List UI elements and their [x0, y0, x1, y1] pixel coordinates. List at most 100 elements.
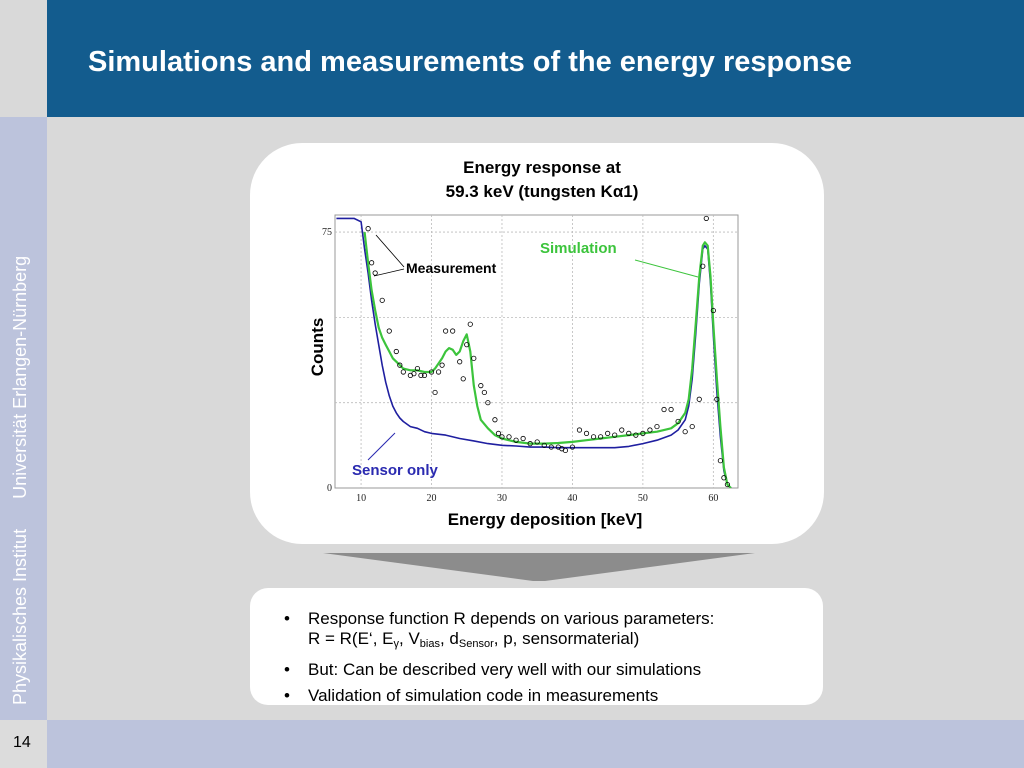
measurement-point [541, 442, 547, 448]
measurement-point [700, 263, 706, 269]
measurement-point [696, 396, 702, 402]
measurement-point [467, 321, 473, 327]
measurement-point [682, 429, 688, 435]
measurement-point [439, 362, 445, 368]
measurement-point [583, 430, 590, 436]
chart-title-line1: Energy response at [463, 158, 621, 177]
measurement-point [724, 481, 731, 488]
measurement-point [481, 389, 487, 396]
measurement-point [640, 430, 646, 436]
measurement-point [418, 372, 424, 378]
measurement-point [534, 439, 540, 445]
measurement-point [703, 215, 709, 222]
formula-sub-gamma: γ [393, 638, 400, 650]
measurement-point [499, 434, 505, 440]
annotation-sensor-only: Sensor only [352, 462, 439, 479]
x-tick-label: 50 [638, 493, 648, 504]
x-axis-label: Energy deposition [keV] [448, 510, 643, 529]
annotation-pointer-measurement [373, 268, 405, 277]
measurement-point [393, 348, 399, 355]
measurement-point [414, 365, 421, 372]
measurement-point [411, 371, 417, 377]
slide-title: Simulations and measurements of the ener… [88, 46, 852, 78]
measurement-point [492, 417, 498, 423]
formula-mid2: , d [439, 629, 459, 648]
measurement-point [365, 226, 371, 232]
chart-title-line2: 59.3 keV (tungsten Kα1) [445, 182, 639, 201]
measurement-point [485, 400, 491, 406]
measurement-point [400, 369, 406, 375]
bullet-text: Validation of simulation code in measure… [308, 686, 659, 705]
measurement-point [576, 427, 583, 433]
measurement-point [619, 427, 625, 433]
measurement-point [457, 359, 463, 365]
annotation-simulation: Simulation [540, 240, 617, 257]
annotation-measurement: Measurement [406, 260, 497, 276]
bullet-list: Response function R depends on various p… [284, 609, 814, 712]
measurement-point [495, 430, 502, 436]
measurement-point [369, 260, 375, 266]
header [0, 0, 1024, 117]
measurement-point [460, 376, 466, 382]
sidebar-university: Universität Erlangen-Nürnberg [10, 255, 30, 499]
y-tick-label: 75 [322, 227, 332, 238]
bullet-text: Response function R depends on various p… [308, 609, 715, 628]
y-tick-label: 0 [327, 483, 332, 494]
measurement-point [569, 444, 576, 450]
annotation-pointer-simulation [634, 259, 699, 278]
annotation-pointer-sensor-only [367, 432, 396, 461]
sidebar-text: Physikalisches Institut Universität Erlan… [10, 256, 31, 705]
x-tick-label: 20 [427, 493, 437, 504]
measurement-point [668, 406, 674, 413]
measurement-point [513, 437, 519, 443]
measurement-point [428, 369, 435, 375]
measurement-point [689, 423, 695, 430]
x-tick-label: 10 [356, 493, 366, 504]
measurement-point [478, 383, 484, 389]
bullet-item: Validation of simulation code in measure… [284, 686, 814, 706]
measurement-point [520, 435, 526, 442]
formula-sub-sensor: Sensor [458, 638, 494, 650]
measurement-point [562, 447, 568, 454]
measurement-point [421, 372, 428, 378]
footer-bar [0, 720, 1024, 768]
measurement-point [675, 418, 681, 425]
measurement-point [721, 475, 727, 481]
measurement-point [598, 434, 604, 440]
page-number: 14 [13, 734, 31, 751]
measurement-point [386, 328, 392, 334]
measurement-point [633, 432, 639, 438]
measurement-point [450, 328, 456, 334]
x-tick-label: 40 [567, 493, 577, 504]
bullet-item: But: Can be described very well with our… [284, 660, 814, 680]
formula-mid1: , V [399, 629, 420, 648]
measurement-point [717, 458, 723, 464]
measurement-point [372, 270, 378, 276]
measurement-point [590, 434, 597, 440]
sidebar-institute: Physikalisches Institut [10, 528, 30, 705]
down-arrow-funnel [323, 553, 755, 581]
measurement-point [654, 423, 660, 430]
energy-response-chart: 10 20 30 40 50 60 0 75 Energy deposition [keV] Co… [308, 214, 739, 529]
header-band [47, 0, 1024, 117]
measurement-point [612, 432, 618, 438]
measurement-point [626, 430, 632, 436]
measurement-point [443, 328, 449, 334]
measurement-point [605, 430, 611, 436]
bullet-item: Response function R depends on various p… [284, 609, 814, 654]
measurement-point [661, 406, 667, 413]
measurement-point [506, 434, 512, 440]
x-tick-label: 60 [708, 493, 718, 504]
measurement-point [464, 342, 470, 348]
measurement-point [710, 307, 716, 314]
measurement-point [432, 389, 438, 396]
measurement-point [527, 441, 533, 447]
measurement-point [379, 297, 385, 303]
chart-title: Energy response at 59.3 keV (tungsten Kα… [250, 156, 834, 204]
bullet-text: But: Can be described very well with our… [308, 660, 702, 679]
measurement-point [397, 362, 403, 368]
formula-pre: R = R(E‘, E [308, 629, 394, 648]
page-number-box [0, 720, 47, 768]
measurement-point [471, 355, 477, 361]
measurement-point [548, 444, 554, 450]
